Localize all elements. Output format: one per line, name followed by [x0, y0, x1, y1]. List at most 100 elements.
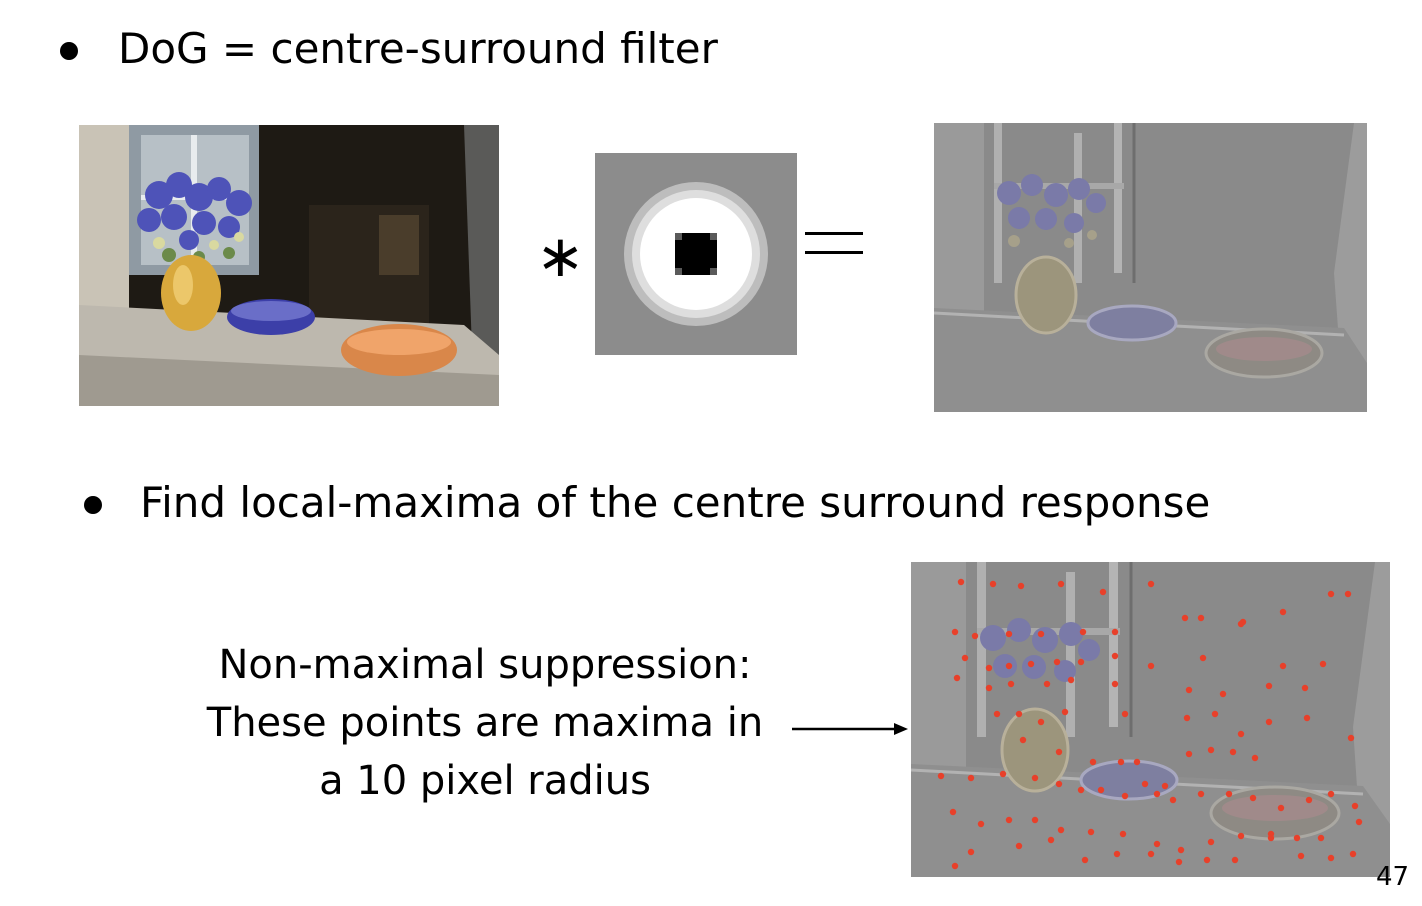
annotation-text: Non-maximal suppression: These points ar…: [200, 636, 770, 810]
page-number: 47: [1376, 862, 1410, 892]
maxima-point: [1111, 680, 1119, 688]
maxima-point: [1175, 858, 1183, 866]
maxima-point: [1121, 710, 1129, 718]
maxima-point: [1117, 758, 1125, 766]
maxima-point: [1147, 580, 1155, 588]
dog-response-image: [934, 123, 1367, 412]
maxima-point: [1169, 796, 1177, 804]
maxima-point: [1037, 718, 1045, 726]
maxima-point: [1007, 680, 1015, 688]
maxima-point: [1317, 834, 1325, 842]
right-arrow-icon: [790, 719, 910, 739]
maxima-point: [1057, 826, 1065, 834]
maxima-point: [1031, 774, 1039, 782]
annotation-line-3: a 10 pixel radius: [319, 758, 651, 804]
maxima-point: [1027, 660, 1035, 668]
bullet-dot-2: [84, 496, 102, 514]
maxima-point: [1297, 852, 1305, 860]
maxima-point: [1347, 734, 1355, 742]
maxima-point: [1005, 630, 1013, 638]
maxima-point: [1219, 690, 1227, 698]
maxima-point: [1237, 832, 1245, 840]
maxima-point: [1121, 792, 1129, 800]
maxima-point: [1061, 708, 1069, 716]
maxima-point: [1199, 654, 1207, 662]
original-photo: [79, 125, 499, 406]
maxima-point: [1225, 790, 1233, 798]
maxima-point: [1147, 850, 1155, 858]
maxima-point: [989, 580, 997, 588]
dog-kernel-image: [595, 153, 797, 355]
maxima-point: [1237, 620, 1245, 628]
maxima-point: [1351, 802, 1359, 810]
maxima-points-image: [911, 562, 1390, 877]
maxima-point: [1265, 682, 1273, 690]
maxima-point: [1077, 786, 1085, 794]
maxima-point: [1079, 628, 1087, 636]
maxima-point: [967, 774, 975, 782]
maxima-point: [1055, 780, 1063, 788]
maxima-point: [957, 578, 965, 586]
maxima-point: [1197, 614, 1205, 622]
maxima-point: [1203, 856, 1211, 864]
maxima-point: [1119, 830, 1127, 838]
maxima-point: [1141, 780, 1149, 788]
maxima-point-group: [937, 578, 1363, 870]
maxima-point: [1161, 782, 1169, 790]
maxima-point: [1043, 680, 1051, 688]
bullet-1-text: DoG = centre-surround filter: [118, 24, 718, 73]
annotation-line-1: Non-maximal suppression:: [218, 642, 752, 688]
maxima-point: [985, 684, 993, 692]
maxima-point: [937, 772, 945, 780]
maxima-point: [1147, 662, 1155, 670]
maxima-point: [1301, 684, 1309, 692]
maxima-point: [1057, 580, 1065, 588]
maxima-point: [1055, 748, 1063, 756]
maxima-point: [1097, 786, 1105, 794]
maxima-point: [1207, 838, 1215, 846]
maxima-point: [985, 664, 993, 672]
maxima-point: [1015, 842, 1023, 850]
maxima-point: [1077, 658, 1085, 666]
maxima-point: [1153, 840, 1161, 848]
maxima-point: [1113, 850, 1121, 858]
maxima-point: [1037, 630, 1045, 638]
maxima-point: [1305, 796, 1313, 804]
maxima-point: [1237, 730, 1245, 738]
maxima-point: [1293, 834, 1301, 842]
maxima-point: [951, 628, 959, 636]
maxima-point: [1279, 662, 1287, 670]
maxima-point: [949, 808, 957, 816]
maxima-point: [1019, 736, 1027, 744]
maxima-point: [1267, 834, 1275, 842]
maxima-point: [1177, 846, 1185, 854]
maxima-point: [1277, 804, 1285, 812]
bullet-2-text: Find local-maxima of the centre surround…: [140, 478, 1211, 527]
maxima-point: [1067, 676, 1075, 684]
maxima-point: [1089, 758, 1097, 766]
maxima-point: [1251, 754, 1259, 762]
maxima-point: [1015, 710, 1023, 718]
maxima-point: [1081, 856, 1089, 864]
maxima-point: [1017, 582, 1025, 590]
maxima-point: [1197, 790, 1205, 798]
maxima-point: [967, 848, 975, 856]
maxima-point: [1185, 750, 1193, 758]
annotation-line-2: These points are maxima in: [206, 700, 764, 746]
maxima-point: [1031, 816, 1039, 824]
maxima-point: [953, 674, 961, 682]
maxima-point: [1229, 748, 1237, 756]
maxima-point: [1207, 746, 1215, 754]
maxima-point: [1181, 614, 1189, 622]
maxima-point: [1344, 590, 1352, 598]
maxima-point: [961, 654, 969, 662]
maxima-point: [1087, 828, 1095, 836]
maxima-point: [1249, 794, 1257, 802]
maxima-point: [1279, 608, 1287, 616]
maxima-point: [1319, 660, 1327, 668]
maxima-point: [1231, 856, 1239, 864]
maxima-point: [1111, 628, 1119, 636]
maxima-point: [1053, 658, 1061, 666]
maxima-point: [993, 710, 1001, 718]
maxima-point: [1099, 588, 1107, 596]
